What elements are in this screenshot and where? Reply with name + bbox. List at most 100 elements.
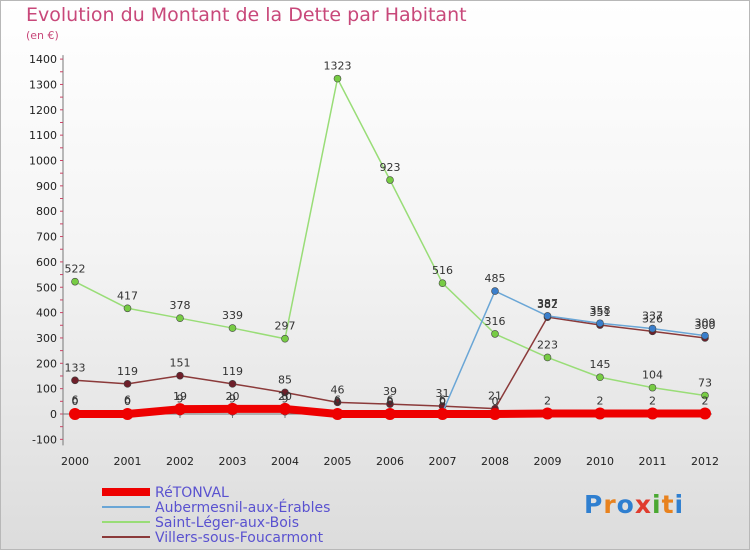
data-label: 2 bbox=[597, 394, 604, 407]
logo-letter: o bbox=[616, 490, 635, 519]
data-point bbox=[701, 391, 709, 400]
data-label: 73 bbox=[698, 376, 712, 389]
y-tick-label: 1100 bbox=[29, 129, 57, 142]
chart-subtitle: (en €) bbox=[26, 29, 59, 42]
y-tick-label: 1000 bbox=[29, 155, 57, 168]
y-tick-label: 400 bbox=[36, 307, 57, 320]
data-point bbox=[648, 324, 657, 333]
data-label: 0 bbox=[492, 395, 499, 408]
data-label: 378 bbox=[170, 299, 191, 312]
data-point bbox=[596, 373, 604, 382]
x-tick-label: 2010 bbox=[586, 455, 614, 468]
data-point bbox=[121, 408, 134, 420]
logo-letter: P bbox=[584, 490, 604, 519]
x-tick-label: 2002 bbox=[166, 455, 194, 468]
y-tick-label: 300 bbox=[36, 332, 57, 345]
data-point bbox=[384, 408, 396, 420]
data-point bbox=[333, 398, 342, 407]
y-tick-label: 0 bbox=[50, 408, 57, 421]
data-point bbox=[226, 402, 239, 415]
data-label: 2 bbox=[544, 394, 551, 407]
series-2 bbox=[71, 74, 709, 400]
data-label: 0 bbox=[334, 395, 341, 408]
data-label: 351 bbox=[590, 306, 611, 319]
y-tick-label: 600 bbox=[36, 256, 57, 269]
x-tick-label: 2007 bbox=[429, 455, 457, 468]
data-point bbox=[438, 279, 447, 287]
data-label: 20 bbox=[278, 390, 292, 403]
series-0 bbox=[69, 402, 711, 420]
data-label: 2 bbox=[649, 394, 656, 407]
logo-letter: i bbox=[652, 490, 662, 519]
x-tick-label: 2009 bbox=[534, 455, 562, 468]
data-point bbox=[123, 304, 132, 313]
data-label: 85 bbox=[278, 373, 292, 386]
logo-letter: t bbox=[661, 490, 675, 519]
data-label: 31 bbox=[436, 387, 450, 400]
x-tick-label: 2006 bbox=[376, 455, 404, 468]
data-label: 417 bbox=[117, 289, 138, 302]
data-point bbox=[279, 402, 291, 415]
data-point bbox=[123, 380, 132, 388]
legend-label: RéTONVAL bbox=[155, 485, 229, 501]
x-tick-label: 2004 bbox=[271, 455, 299, 468]
data-label: 9 bbox=[282, 393, 289, 406]
data-point bbox=[333, 74, 342, 83]
x-tick-label: 2012 bbox=[691, 455, 719, 468]
labels-3: 133 119 151 119 85 46 39 31 21 382 351 326 300 bbox=[65, 298, 716, 403]
data-point bbox=[228, 380, 237, 388]
data-label: 326 bbox=[642, 312, 663, 325]
x-tick-label: 2000 bbox=[61, 455, 89, 468]
data-label: 316 bbox=[485, 315, 506, 328]
labels-0: 0 0 19 20 20 0 0 0 0 2 2 2 2 bbox=[72, 390, 709, 408]
data-label: 6 bbox=[72, 393, 79, 406]
data-label: 0 bbox=[72, 395, 79, 408]
axes: -100010020030040050060070080090010001100… bbox=[29, 53, 719, 468]
data-point bbox=[699, 407, 711, 420]
data-label: 516 bbox=[432, 264, 453, 277]
data-label: 119 bbox=[117, 365, 138, 378]
y-tick-label: 500 bbox=[36, 281, 57, 294]
chart-title: Evolution du Montant de la Dette par Hab… bbox=[26, 4, 467, 26]
data-label: 2 bbox=[702, 394, 709, 407]
y-tick-label: 1400 bbox=[29, 53, 57, 66]
data-label: 145 bbox=[590, 358, 611, 371]
data-label: 9 bbox=[177, 393, 184, 406]
y-tick-label: 900 bbox=[36, 180, 57, 193]
data-label: 300 bbox=[695, 319, 716, 332]
x-tick-label: 2003 bbox=[219, 455, 247, 468]
proxiti-logo: Proxiti bbox=[584, 490, 684, 519]
data-label: 19 bbox=[173, 390, 187, 403]
data-label: 119 bbox=[222, 365, 243, 378]
data-label: 20 bbox=[226, 390, 240, 403]
y-tick-label: 100 bbox=[36, 383, 57, 396]
data-point bbox=[386, 176, 394, 184]
data-label: 339 bbox=[222, 309, 243, 322]
legend-label: Villers-sous-Foucarmont bbox=[155, 530, 324, 546]
data-label: 6 bbox=[334, 393, 341, 406]
data-label: 223 bbox=[537, 338, 558, 351]
data-label: 382 bbox=[537, 298, 558, 311]
data-point bbox=[541, 407, 554, 420]
x-tick-label: 2005 bbox=[324, 455, 352, 468]
data-label: 104 bbox=[642, 369, 663, 382]
logo-letter: r bbox=[603, 490, 617, 519]
data-label: 1323 bbox=[324, 60, 352, 73]
data-point bbox=[281, 334, 289, 343]
data-point bbox=[281, 388, 289, 397]
data-point bbox=[543, 353, 552, 362]
data-point bbox=[71, 277, 79, 286]
y-tick-label: 800 bbox=[36, 205, 57, 218]
data-label: 9 bbox=[229, 393, 236, 406]
data-point bbox=[436, 408, 449, 420]
data-point bbox=[228, 324, 237, 332]
legend-label: Saint-Léger-aux-Bois bbox=[155, 515, 299, 531]
x-tick-label: 2001 bbox=[114, 455, 142, 468]
y-tick-label: 1300 bbox=[29, 78, 57, 91]
data-point bbox=[331, 408, 344, 420]
data-label: 39 bbox=[383, 385, 397, 398]
series-line bbox=[74, 77, 706, 397]
data-point bbox=[71, 376, 79, 385]
